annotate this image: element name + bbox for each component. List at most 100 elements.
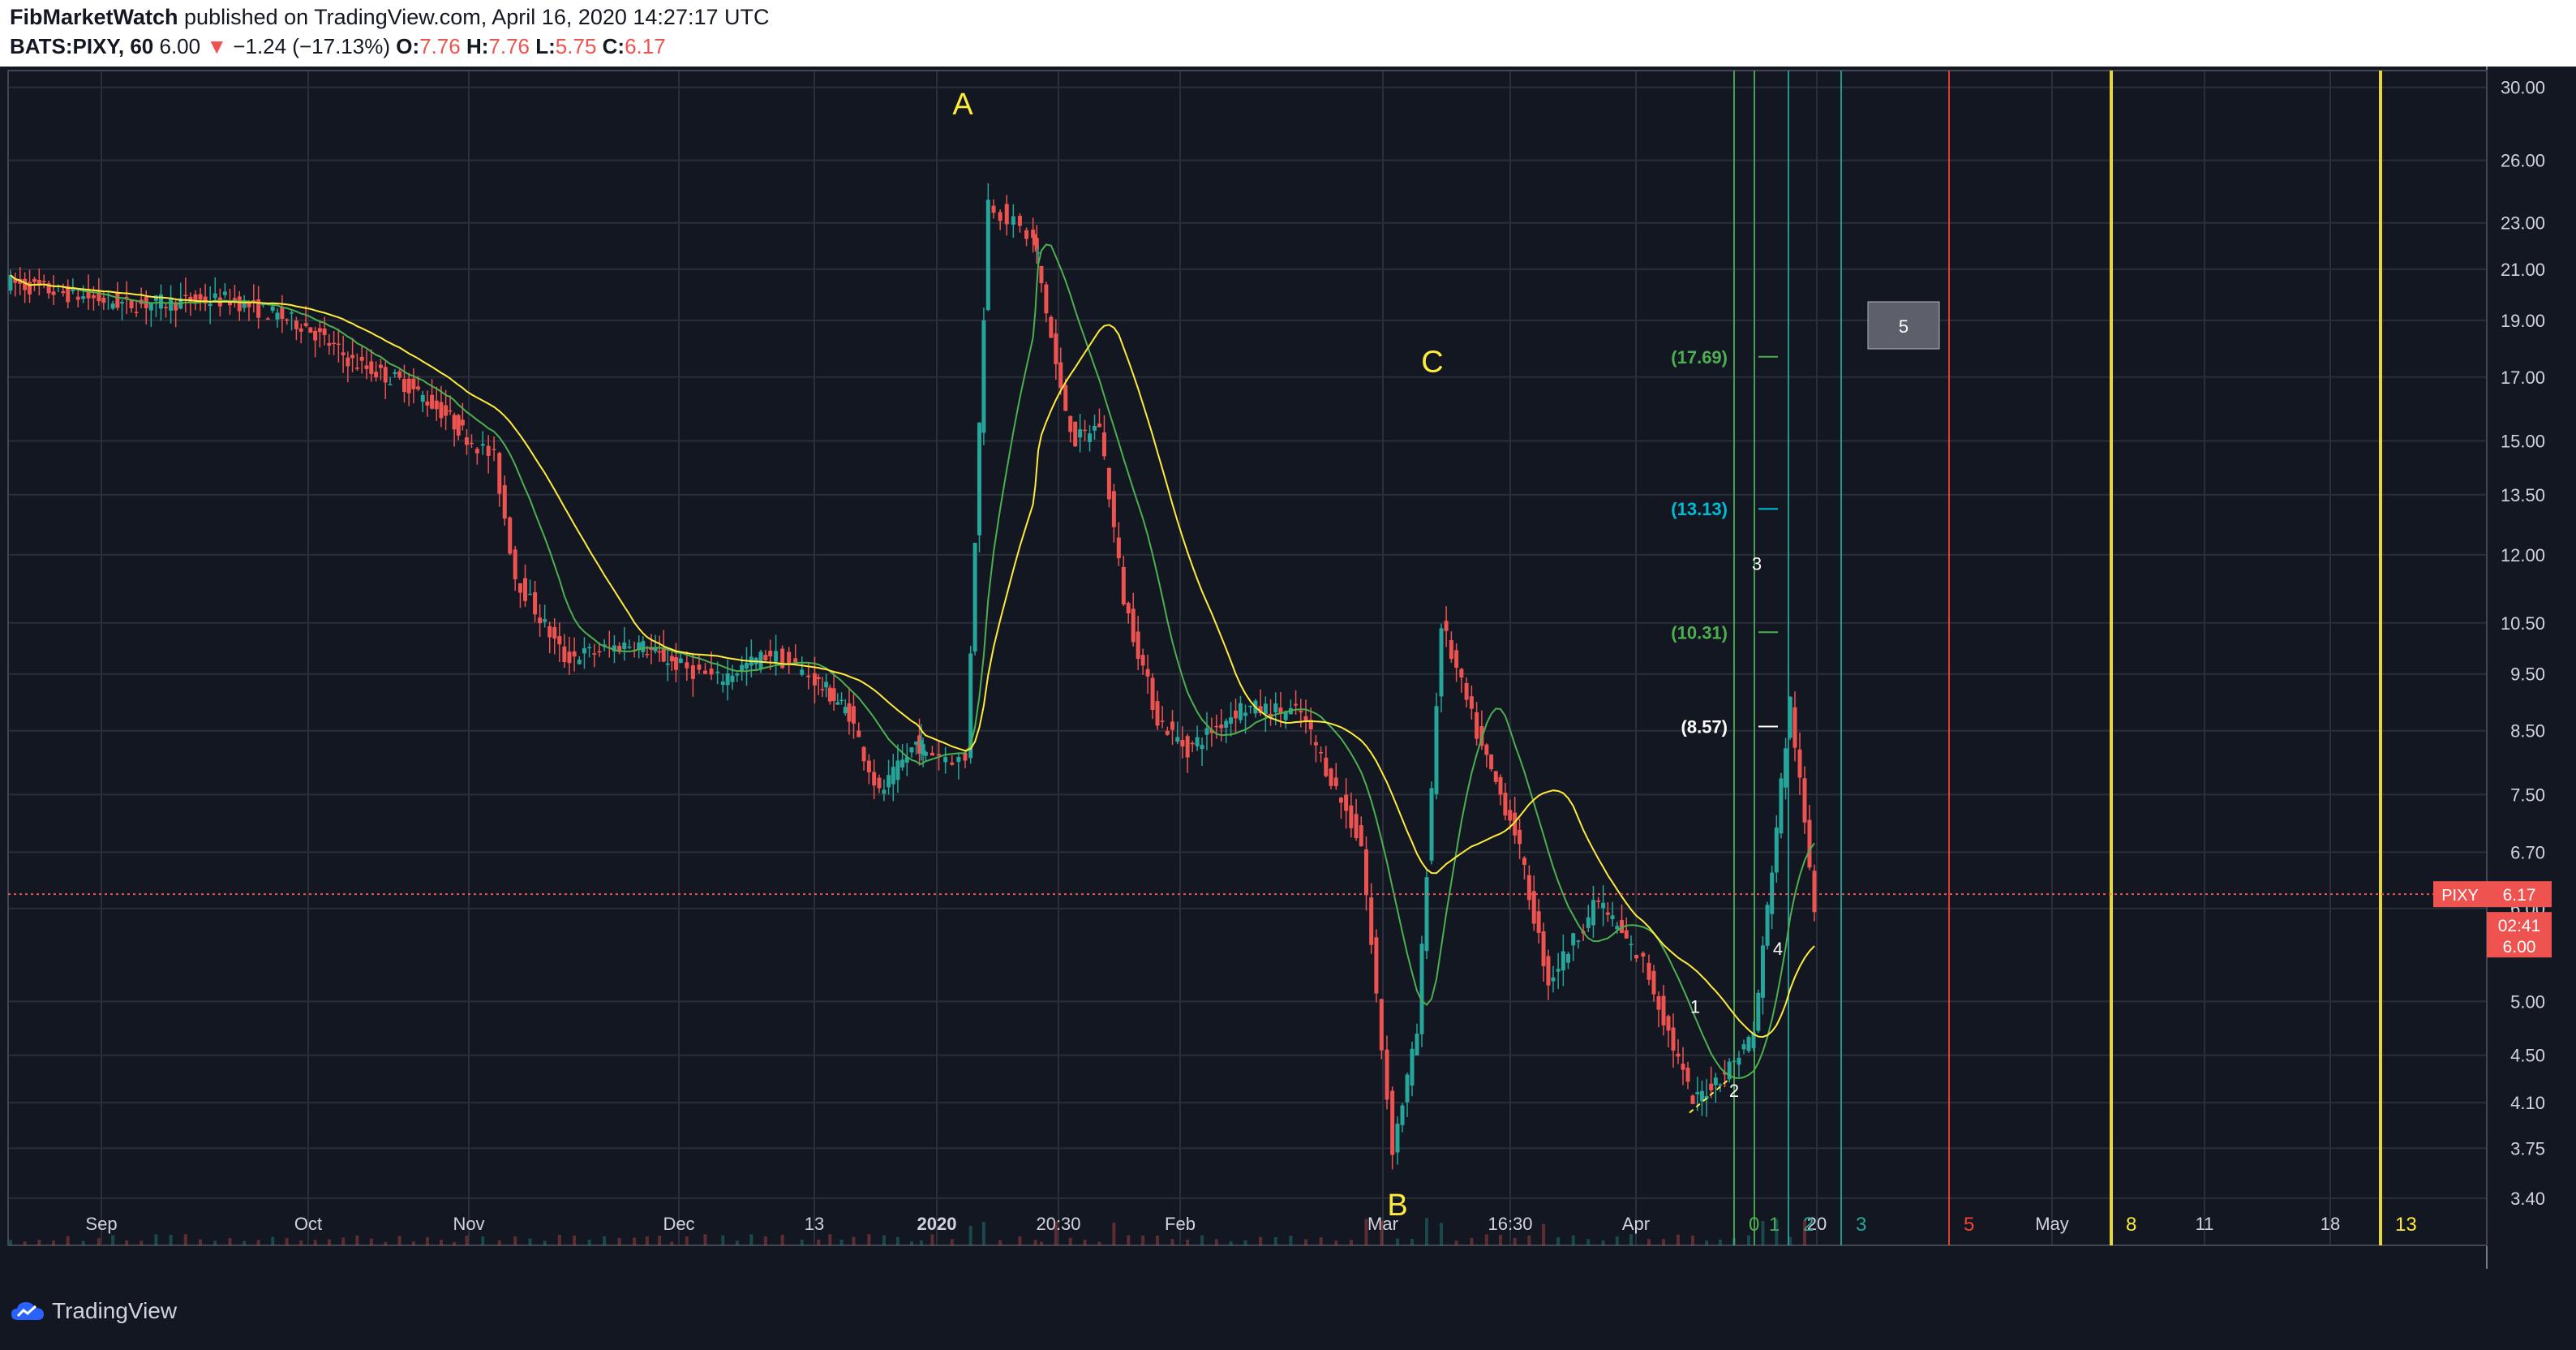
candle-body [1713,1077,1718,1086]
volume-bar [1396,1238,1399,1245]
candle-body [891,767,895,785]
candle-body [1704,1096,1709,1099]
candle-body [1204,728,1209,735]
chart-background [0,67,2576,1269]
candle-body [1449,640,1453,660]
candle-body [1126,603,1131,614]
chart-footer [0,1269,2576,1350]
volume-bar [1440,1223,1443,1245]
price-chart[interactable]: 30.0026.0023.0021.0019.0017.0015.0013.50… [0,67,2576,1269]
x-tick-label: 18 [2321,1214,2340,1234]
candle-body [1591,900,1595,926]
candle-body [637,642,642,651]
candle-body [1469,696,1474,709]
candle-body [1681,1064,1685,1070]
candle-body [1093,425,1097,431]
volume-bar [1747,1235,1750,1245]
candle-body [460,419,465,426]
candle-body [740,664,745,672]
x-tick-label: 16:30 [1488,1214,1532,1234]
candle-body [543,619,547,622]
candle-body [290,312,294,314]
candle-body [101,298,106,303]
candle-body [469,442,474,445]
candle-body [444,405,449,416]
volume-bar [111,1235,115,1245]
volume-bar [1380,1221,1384,1245]
candle-body [1784,748,1788,788]
candle-body [439,402,444,419]
candle-body [991,205,996,213]
publish-info: FibMarketWatch published on TradingView.… [10,5,770,30]
candle-body [1219,724,1224,729]
volume-bar [1732,1238,1736,1245]
y-tick-label: 8.50 [2510,721,2545,742]
volume-bar [1586,1239,1591,1245]
candle-body [1454,650,1459,668]
candle-body [213,293,217,299]
last-price-label: 6.00 [2503,938,2536,957]
candle-body [1106,467,1111,500]
candle-body [480,444,485,446]
candle-body [1385,1049,1389,1100]
volume-bar [1571,1235,1575,1245]
candle-body [645,653,650,656]
candle-body [1155,701,1160,726]
candle-body [110,303,115,309]
symbol-label[interactable]: BATS:PIXY, 60 [10,34,154,58]
x-tick-label: Apr [1622,1214,1650,1234]
volume-bar [685,1236,689,1245]
candle-body [1792,707,1797,748]
volume-bar [828,1234,832,1245]
candle-body [430,394,435,409]
candle-body [1651,970,1656,995]
candle-body [669,656,674,662]
tradingview-logo[interactable]: TradingView [10,1298,177,1324]
volume-bar [1410,1239,1414,1245]
volume-bar [1200,1235,1204,1245]
volume-bar [817,1239,821,1245]
volume-bar [1803,1220,1806,1245]
volume-bar [481,1236,485,1245]
candle-body [1610,915,1615,919]
volume-bar [299,1240,303,1245]
x-tick-label: Nov [453,1214,484,1234]
candle-body [1671,1027,1676,1051]
volume-bar [1068,1237,1072,1245]
candle-body [1229,717,1234,724]
y-tick-label: 13.50 [2501,485,2545,505]
volume-bar [981,1222,985,1245]
candle-body [1410,1048,1415,1086]
author-name[interactable]: FibMarketWatch [10,5,178,29]
candle-body [341,352,346,355]
candle-body [81,296,86,299]
candle-body [1812,871,1817,913]
candle-body [900,759,905,768]
candle-body [533,592,538,615]
candle-body [956,756,961,763]
candle-body [1522,858,1526,866]
candle-body [780,648,785,669]
candle-body [1294,703,1299,706]
volume-bar [1677,1234,1680,1245]
volume-bar [1775,1219,1779,1245]
low-value: 5.75 [555,34,597,58]
open-value: 7.76 [419,34,461,58]
candle-body [242,300,247,308]
candle-body [134,312,139,313]
candle-body [857,730,861,737]
candle-body [75,296,80,300]
candle-body [528,593,533,595]
wave-label: B [1387,1189,1407,1223]
close-label: C: [602,34,625,58]
candle-body [522,578,527,601]
candle-body [1324,757,1329,776]
candle-body [622,643,627,649]
candle-body [393,372,397,375]
candle-body [91,295,96,299]
volume-bar [1601,1240,1605,1245]
volume-bar [670,1241,674,1245]
candle-body [1629,944,1634,945]
candle-body [1400,1105,1405,1125]
candle-body [758,651,763,669]
